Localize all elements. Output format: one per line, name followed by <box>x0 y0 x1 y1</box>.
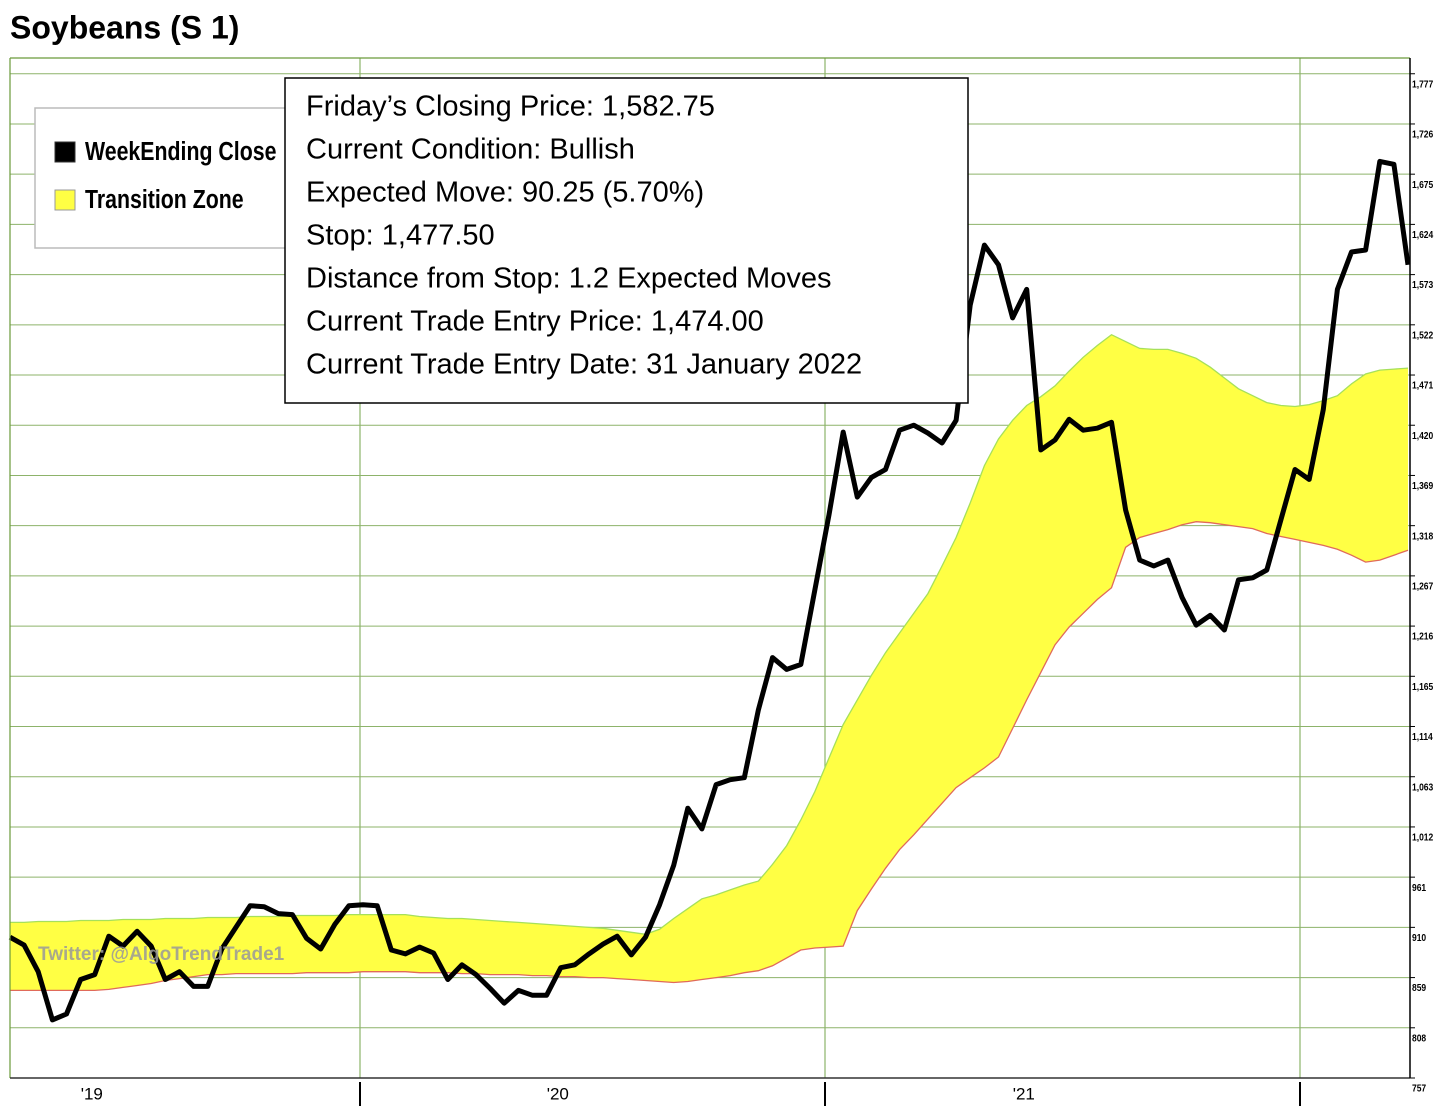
frame <box>9 57 1411 1106</box>
watermark: Twitter: @AlgoTrendTrade1 <box>38 944 285 965</box>
legend-swatch <box>54 141 76 163</box>
info-line: Stop: 1,477.50 <box>306 220 495 252</box>
x-tick-label: '19 <box>81 1084 103 1103</box>
y-tick-label: 1,063 <box>1412 782 1433 793</box>
y-tick-label: 757 <box>1412 1083 1426 1094</box>
y-tick-label: 859 <box>1412 983 1426 994</box>
y-tick-label: 1,522 <box>1412 330 1433 341</box>
chart-title: Soybeans (S 1) <box>10 9 239 45</box>
close-line <box>8 158 1411 1023</box>
info-line: Distance from Stop: 1.2 Expected Moves <box>306 263 831 295</box>
legend: WeekEnding Close Transition Zone <box>34 107 296 249</box>
y-tick-label: 1,471 <box>1412 380 1433 391</box>
plot <box>8 158 1411 1023</box>
y-tick-label: 1,267 <box>1412 581 1433 592</box>
y-tick-label: 1,318 <box>1412 531 1433 542</box>
y-tick-label: 1,369 <box>1412 480 1433 491</box>
y-tick-label: 1,573 <box>1412 280 1433 291</box>
info-line: Current Trade Entry Date: 31 January 202… <box>306 349 862 381</box>
legend-label: WeekEnding Close <box>85 137 276 167</box>
y-tick-label: 1,420 <box>1412 430 1433 441</box>
info-line: Current Condition: Bullish <box>306 134 635 166</box>
transition-zone <box>10 334 1408 991</box>
info-line: Expected Move: 90.25 (5.70%) <box>306 177 704 209</box>
info-line: Current Trade Entry Price: 1,474.00 <box>306 306 764 338</box>
y-tick-label: 1,726 <box>1412 129 1433 140</box>
legend-swatch <box>54 189 76 211</box>
x-tick-label: '20 <box>547 1084 569 1103</box>
y-tick-label: 1,624 <box>1412 229 1434 240</box>
y-tick-label: 1,216 <box>1412 631 1433 642</box>
y-tick-label: 961 <box>1412 882 1426 893</box>
zone-lower-edge <box>10 521 1409 992</box>
y-tick-label: 910 <box>1412 932 1426 943</box>
legend-label: Transition Zone <box>85 185 244 215</box>
x-tick-label: '21 <box>1013 1084 1035 1103</box>
y-tick-label: 808 <box>1412 1033 1426 1044</box>
y-tick-label: 1,114 <box>1412 732 1434 743</box>
y-tick-label: 1,675 <box>1412 179 1433 190</box>
info-line: Friday’s Closing Price: 1,582.75 <box>306 91 715 123</box>
y-tick-label: 1,012 <box>1412 832 1433 843</box>
legend-box <box>34 107 296 249</box>
y-tick-label: 1,777 <box>1412 79 1433 90</box>
y-tick-label: 1,165 <box>1412 681 1433 692</box>
info-box: Friday’s Closing Price: 1,582.75 Current … <box>284 77 969 404</box>
info-frame <box>284 77 969 404</box>
